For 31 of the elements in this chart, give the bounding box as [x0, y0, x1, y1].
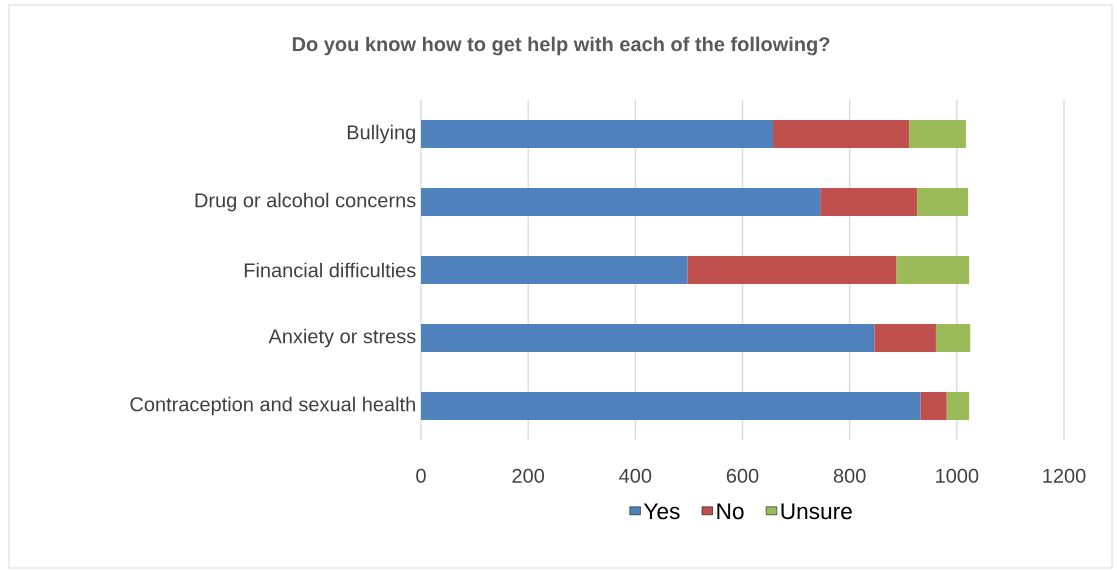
- chart-title: Do you know how to get help with each of the following?: [292, 36, 830, 56]
- y-tick-label: Financial difficulties: [244, 262, 416, 278]
- y-tick-label: Contraception and sexual health: [130, 396, 415, 416]
- bar: [421, 256, 688, 284]
- bar: [687, 256, 897, 284]
- x-tick-label: 800: [833, 468, 866, 483]
- y-tick-label: Bullying: [347, 124, 415, 144]
- bar: [421, 188, 821, 216]
- x-tick-label: 200: [512, 468, 545, 483]
- x-tick-label: 600: [726, 468, 759, 483]
- bar: [935, 324, 971, 352]
- bar: [917, 188, 969, 216]
- bar: [920, 392, 947, 421]
- y-tick-label: Drug or alcohol concerns: [195, 192, 416, 212]
- bar: [773, 120, 910, 149]
- legend-label: Yes: [643, 503, 680, 520]
- y-tick-label: Anxiety or stress: [268, 328, 416, 348]
- bar: [421, 120, 774, 149]
- x-tick-label: 400: [619, 468, 652, 483]
- bar: [874, 324, 936, 352]
- bar: [909, 120, 966, 149]
- x-tick-label: 1000: [936, 468, 979, 483]
- bar: [421, 324, 875, 352]
- x-tick-label: 0: [416, 468, 426, 483]
- bar: [946, 392, 970, 421]
- bar: [421, 392, 921, 421]
- x-tick-label: 1200: [1043, 468, 1086, 483]
- bar: [896, 256, 970, 284]
- legend-label: No: [717, 503, 744, 520]
- legend-label: Unsure: [781, 503, 852, 520]
- bar: [820, 188, 918, 216]
